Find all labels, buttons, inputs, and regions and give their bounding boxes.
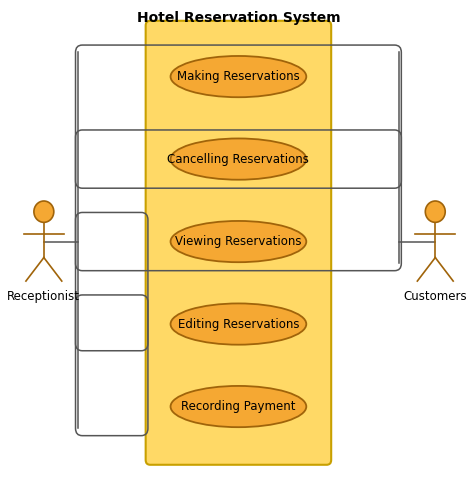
FancyBboxPatch shape [146,21,331,465]
Text: Viewing Reservations: Viewing Reservations [175,235,301,248]
Text: Cancelling Reservations: Cancelling Reservations [167,153,310,165]
Ellipse shape [171,56,306,97]
Text: Hotel Reservation System: Hotel Reservation System [137,11,340,25]
Circle shape [425,201,445,223]
Text: Making Reservations: Making Reservations [177,70,300,83]
Ellipse shape [171,221,306,262]
Circle shape [34,201,54,223]
Ellipse shape [171,386,306,427]
Ellipse shape [171,304,306,345]
Text: Recording Payment: Recording Payment [181,400,296,413]
Text: Customers: Customers [403,289,467,303]
Text: Receptionist: Receptionist [8,289,81,303]
Ellipse shape [171,139,306,180]
Text: Editing Reservations: Editing Reservations [178,318,299,330]
